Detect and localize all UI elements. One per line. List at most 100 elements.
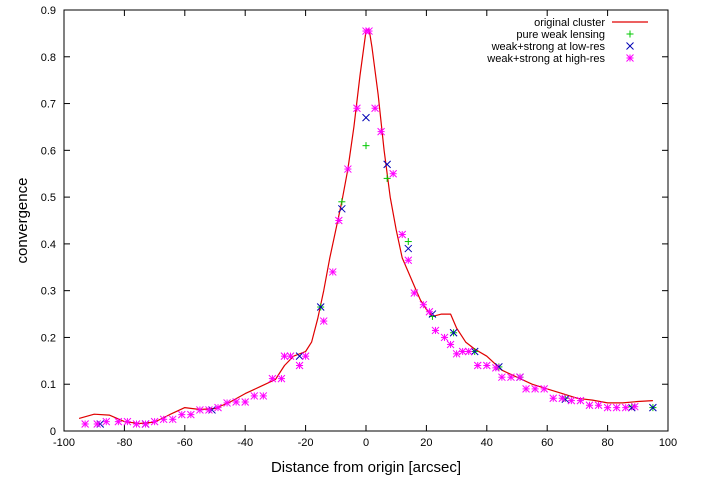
data-point: [186, 410, 195, 419]
data-point: [410, 289, 419, 297]
x-tick-labels: -100 -80 -60 -40 -20 0 20 40 60 80 100: [53, 437, 677, 449]
x-tick-label: -40: [237, 437, 253, 449]
y-axis-label: convergence: [14, 178, 31, 264]
data-point: [337, 204, 346, 213]
data-point: [268, 374, 277, 383]
data-point: [404, 256, 413, 265]
data-point: [150, 417, 159, 426]
x-tick-label: 100: [659, 437, 677, 449]
legend-swatch: [626, 54, 634, 62]
data-point: [301, 352, 310, 361]
data-point: [223, 399, 231, 407]
legend-entry: weak+strong at low-res: [491, 41, 634, 53]
data-point: [319, 317, 328, 325]
data-point: [371, 104, 379, 113]
legend-entry: original cluster: [534, 17, 648, 29]
data-point: [280, 352, 289, 361]
data-point: [630, 402, 639, 411]
data-point: [419, 300, 428, 309]
data-point: [404, 238, 412, 246]
data-point: [159, 415, 168, 424]
x-tick-label: 0: [363, 437, 369, 449]
data-point: [398, 230, 407, 239]
data-point: [516, 373, 524, 382]
data-point: [362, 142, 370, 150]
data-point: [344, 165, 352, 173]
data-point: [389, 169, 398, 178]
legend-label: weak+strong at high-res: [486, 53, 605, 65]
data-point: [431, 326, 440, 335]
data-point: [196, 406, 204, 414]
y-tick-label: 0.2: [41, 332, 56, 344]
data-point: [507, 373, 515, 382]
data-point: [498, 373, 506, 382]
data-point: [334, 216, 343, 225]
data-point: [316, 303, 325, 311]
legend-swatch: [626, 30, 634, 38]
data-point: [482, 361, 491, 370]
series-layer: [78, 27, 657, 428]
data-point: [449, 328, 458, 337]
y-tick-label: 0.7: [41, 99, 56, 111]
data-point: [470, 347, 479, 356]
data-point: [214, 403, 222, 412]
legend-swatch: [626, 42, 634, 50]
data-point: [458, 347, 467, 356]
data-point: [102, 417, 111, 426]
x-tick-label: 60: [541, 437, 553, 449]
data-point: [612, 403, 621, 412]
series-line: [78, 28, 653, 425]
plot-border: [63, 9, 669, 432]
data-point: [649, 403, 657, 412]
data-point: [549, 394, 558, 403]
data-point: [177, 410, 186, 419]
x-tick-label: -100: [53, 437, 75, 449]
series-asterisk: [81, 27, 639, 428]
legend-entry: pure weak lensing: [516, 29, 634, 41]
data-point: [495, 363, 503, 371]
data-point: [365, 27, 373, 35]
y-tick-label: 0.6: [41, 145, 56, 157]
x-tick-label: -80: [116, 437, 132, 449]
plot-frame: [63, 9, 669, 432]
data-point: [232, 398, 240, 406]
data-point: [377, 127, 385, 136]
data-point: [241, 398, 250, 406]
data-point: [561, 395, 570, 404]
data-point: [141, 420, 150, 428]
y-tick-label: 0.9: [41, 5, 56, 17]
data-point: [383, 160, 391, 169]
y-tick-label: 0.5: [41, 192, 56, 204]
data-point: [627, 403, 636, 412]
legend-label: original cluster: [534, 17, 605, 29]
data-point: [576, 396, 585, 405]
data-point: [404, 244, 413, 253]
data-point: [81, 420, 89, 428]
data-point: [295, 352, 304, 361]
x-tick-label: 20: [420, 437, 432, 449]
legend-label: pure weak lensing: [516, 29, 605, 41]
data-point: [205, 406, 213, 414]
series-cross: [96, 113, 657, 428]
x-tick-label: 40: [481, 437, 493, 449]
data-point: [594, 401, 603, 410]
data-point: [531, 385, 539, 393]
tick-marks: [63, 9, 669, 432]
data-point: [492, 363, 500, 372]
data-point: [567, 396, 576, 405]
data-point: [383, 174, 391, 182]
data-point: [132, 420, 141, 428]
y-tick-label: 0.1: [41, 379, 56, 391]
legend-entry: weak+strong at high-res: [486, 53, 634, 65]
data-point: [473, 361, 482, 370]
data-point: [338, 198, 346, 206]
data-point: [621, 403, 630, 412]
data-point: [93, 420, 102, 428]
x-tick-label: -60: [177, 437, 193, 449]
data-point: [440, 333, 449, 342]
data-point: [286, 352, 295, 361]
x-tick-label: -20: [298, 437, 314, 449]
y-tick-label: 0.8: [41, 52, 56, 64]
